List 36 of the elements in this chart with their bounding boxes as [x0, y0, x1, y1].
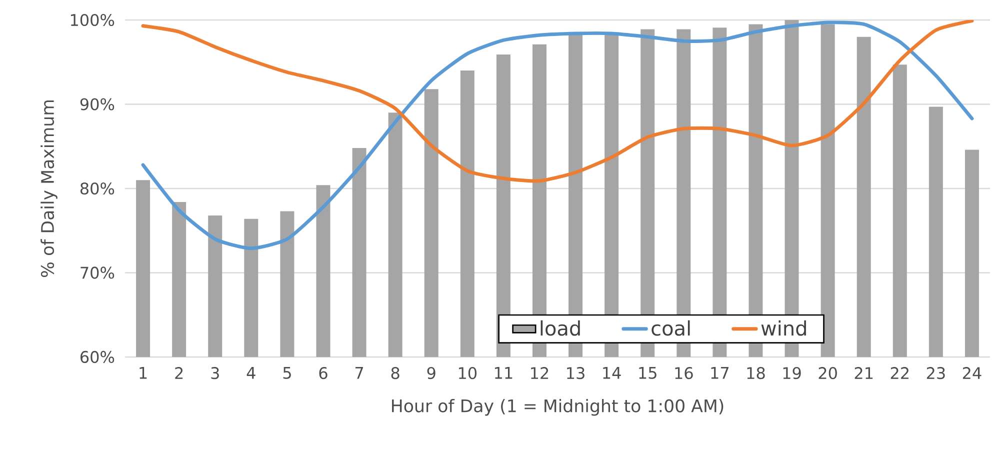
x-tick-label: 9 [427, 367, 436, 380]
x-tick-label: 1 [140, 367, 147, 379]
x-tick-label: 14 [603, 367, 621, 379]
line-series [141, 20, 974, 250]
x-tick-label: 23 [926, 367, 945, 380]
x-tick-label: 13 [567, 367, 584, 380]
x-tick-label: 21 [854, 367, 873, 379]
x-tick-label: 16 [675, 367, 693, 380]
x-tick-label: 19 [783, 367, 801, 380]
x-tick-label: 2 [175, 367, 183, 379]
x-tick-label: 3 [211, 367, 219, 380]
legend-label: coal [652, 320, 690, 336]
y-tick-label: 100% [70, 14, 114, 26]
x-tick-label: 12 [531, 367, 548, 379]
x-tick-label: 22 [890, 367, 908, 379]
x-tick-label: 4 [246, 367, 256, 379]
y-tick-label: 60% [80, 350, 114, 364]
x-tick-label: 20 [818, 367, 837, 380]
y-tick-label: 80% [80, 182, 114, 195]
line-series [141, 20, 974, 183]
x-tick-label: 6 [319, 367, 328, 380]
x-tick-label: 24 [962, 367, 982, 379]
x-tick-label: 5 [283, 367, 291, 379]
y-tick-label: 90% [80, 98, 114, 110]
y-tick-label: 70% [80, 266, 114, 279]
x-tick-label: 8 [391, 367, 400, 380]
x-tick-label: 15 [639, 367, 656, 379]
x-axis-title: Hour of Day (1 = Midnight to 1:00 AM) [392, 398, 724, 416]
x-tick-label: 17 [711, 367, 728, 379]
x-tick-label: 11 [495, 367, 512, 379]
legend-label: load [540, 320, 580, 336]
legend-label: wind [761, 320, 806, 336]
x-tick-label: 10 [458, 367, 477, 380]
y-axis-title: % of Daily Maximum [40, 100, 58, 278]
x-tick-label: 18 [747, 367, 765, 380]
x-tick-label: 7 [356, 367, 363, 379]
